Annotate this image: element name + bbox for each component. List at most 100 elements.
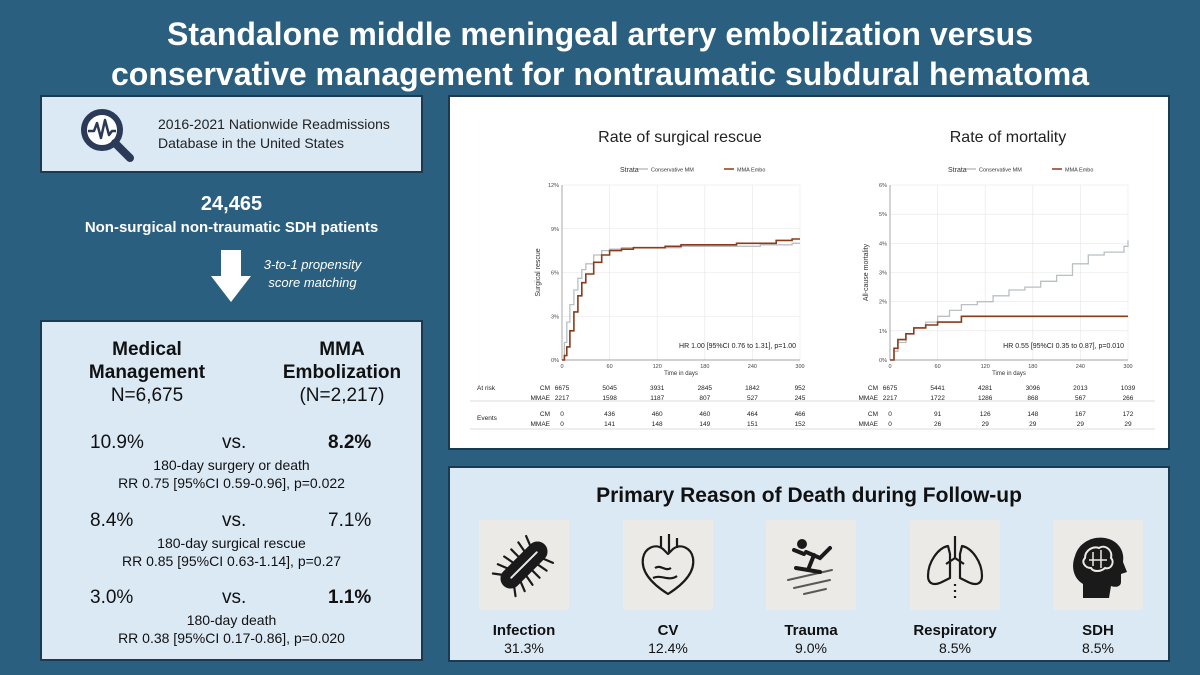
- chart1-x-tick-label: 60: [607, 364, 613, 370]
- comparison-surgery-or-death: 10.9% vs. 8.2% 180-day surgery or death …: [42, 432, 421, 502]
- chart2-title: Rate of mortality: [950, 129, 1066, 146]
- chart1-y-tick-label: 9%: [551, 227, 559, 233]
- cause-respiratory: Respiratory 8.5%: [900, 520, 1010, 656]
- cause-percent: 12.4%: [648, 640, 688, 656]
- chart1-series-line-2: [562, 238, 800, 361]
- cause-percent: 31.3%: [504, 640, 544, 656]
- chart2-risk-value: 567: [1075, 395, 1086, 402]
- comparison-surgical-rescue: 8.4% vs. 7.1% 180-day surgical rescue RR…: [42, 510, 421, 580]
- group-medical-n: N=6,675: [110, 385, 184, 406]
- chart1-y-axis-label: Surgical rescue: [535, 248, 542, 296]
- chart1-risk-value: 245: [795, 395, 806, 402]
- comparison-vs: vs.: [222, 510, 247, 531]
- chart1-risk-value: 2845: [698, 385, 713, 392]
- chart2-risk-value: 3096: [1026, 385, 1041, 392]
- chart2-y-tick-label: 3%: [879, 271, 887, 277]
- chart1-legend-label-1: Conservative MM: [651, 168, 694, 174]
- chart2-y-tick-label: 4%: [879, 241, 887, 247]
- comparison-vs: vs.: [222, 587, 247, 608]
- chart2-x-tick-label: 240: [1076, 364, 1085, 370]
- chart2-hr-annotation: HR 0.55 [95%CI 0.35 to 0.87], p=0.010: [1003, 343, 1124, 350]
- group-mma-n: (N=2,217): [299, 385, 385, 406]
- bacteria-icon: [479, 520, 569, 610]
- chart1-risk-value: 0: [560, 411, 564, 418]
- chart2-y-axis-label: All-cause mortality: [863, 243, 870, 301]
- title-line-1: Standalone middle meningeal artery embol…: [166, 16, 1033, 52]
- chart2-risk-value: 868: [1027, 395, 1038, 402]
- chart1-risk-value: 464: [747, 411, 758, 418]
- comparison-rr: RR 0.85 [95%CI 0.63-1.14], p=0.27: [121, 553, 342, 569]
- falling-person-icon: [766, 520, 856, 610]
- chart1-risk-value: 141: [604, 421, 615, 428]
- chart2-risk-value: 0: [888, 411, 892, 418]
- heart-icon: [623, 520, 713, 610]
- chart1-risk-value: 466: [795, 411, 806, 418]
- chart1-risk-value: 436: [604, 411, 615, 418]
- chart2-x-tick-label: 300: [1123, 364, 1132, 370]
- chart1-x-tick-label: 0: [560, 364, 563, 370]
- cause-name: SDH: [1082, 622, 1114, 639]
- kaplan-meier-panel: Rate of surgical rescue Strata Conservativ…: [448, 95, 1170, 450]
- group-medical: Medical Management N=6,675: [72, 338, 222, 407]
- chart1-risk-value: 460: [652, 411, 663, 418]
- chart1-x-tick-label: 120: [653, 364, 662, 370]
- chart2-y-tick-label: 2%: [879, 300, 887, 306]
- chart2-risk-value: 29: [1029, 421, 1037, 428]
- chart2-risk-group-label: MMAE: [859, 395, 879, 402]
- chart2-risk-value: 1286: [978, 395, 993, 402]
- comparison-rr: RR 0.38 [95%CI 0.17-0.86], p=0.020: [118, 630, 345, 646]
- chart1-risk-group-label: CM: [540, 411, 550, 418]
- cause-name: Trauma: [784, 622, 838, 639]
- chart2-y-tick-label: 5%: [879, 212, 887, 218]
- matching-label: 3-to-1 propensity score matching: [250, 256, 375, 292]
- comparison-label: 180-day surgical rescue: [157, 535, 306, 551]
- chart2-risk-value: 26: [934, 421, 942, 428]
- chart2-y-tick-label: 1%: [879, 329, 887, 335]
- cause-percent: 9.0%: [795, 640, 827, 656]
- chart1-risk-value: 2217: [555, 395, 570, 402]
- comparison-label: 180-day death: [186, 612, 277, 628]
- down-arrow-icon: [211, 250, 251, 302]
- chart2-risk-value: 4281: [978, 385, 993, 392]
- chart1-risk-value: 149: [699, 421, 710, 428]
- chart2-risk-value: 2013: [1073, 385, 1088, 392]
- cohort-count: 24,465: [200, 193, 263, 215]
- chart2-risk-value: 2217: [883, 395, 898, 402]
- cause-percent: 8.5%: [1082, 640, 1114, 656]
- chart2-risk-value: 172: [1123, 411, 1134, 418]
- database-line-2: Database in the United States: [158, 135, 345, 151]
- death-causes-panel: Primary Reason of Death during Follow-up…: [448, 466, 1170, 662]
- matching-line-2: score matching: [268, 275, 357, 290]
- comparison-left-value: 8.4%: [90, 510, 134, 531]
- chart2-risk-value: 1722: [930, 395, 945, 402]
- search-pulse-icon: [81, 109, 134, 162]
- chart2-x-tick-label: 180: [1028, 364, 1037, 370]
- death-section-title: Primary Reason of Death during Follow-up: [596, 484, 1022, 507]
- database-box: 2016-2021 Nationwide Readmissions Databa…: [40, 95, 423, 173]
- chart2-risk-group-label: MMAE: [859, 421, 879, 428]
- chart1-risk-group-label: MMAE: [531, 395, 551, 402]
- cohort-description: Non-surgical non-traumatic SDH patients: [84, 219, 379, 236]
- chart1-risk-value: 152: [795, 421, 806, 428]
- chart2-risk-value: 167: [1075, 411, 1086, 418]
- title-line-2: conservative management for nontraumatic…: [110, 56, 1090, 92]
- chart1-risk-value: 148: [652, 421, 663, 428]
- comparison-right-value: 8.2%: [328, 432, 372, 453]
- chart1-hr-annotation: HR 1.00 [95%CI 0.76 to 1.31], p=1.00: [679, 343, 796, 350]
- chart1-y-tick-label: 6%: [551, 271, 559, 277]
- matching-line-1: 3-to-1 propensity: [263, 257, 362, 272]
- chart2-risk-value: 0: [888, 421, 892, 428]
- chart1-risk-value: 1598: [602, 395, 617, 402]
- chart2-x-axis-label: Time in days: [992, 371, 1026, 377]
- cause-trauma: Trauma 9.0%: [756, 520, 866, 656]
- kaplan-meier-charts: Rate of surgical rescue Strata Conservativ…: [470, 129, 1155, 430]
- results-panel: Medical Management N=6,675 MMA Embolizat…: [40, 320, 423, 661]
- chart2-risk-value: 29: [1077, 421, 1085, 428]
- chart1-events-label: Events: [477, 415, 498, 422]
- chart1-y-tick-label: 12%: [548, 183, 559, 189]
- chart1-risk-value: 151: [747, 421, 758, 428]
- group-mma-line-1: MMA: [319, 339, 365, 360]
- chart1-risk-value: 807: [699, 395, 710, 402]
- comparison-right-value: 1.1%: [328, 587, 372, 608]
- chart1-risk-value: 952: [795, 385, 806, 392]
